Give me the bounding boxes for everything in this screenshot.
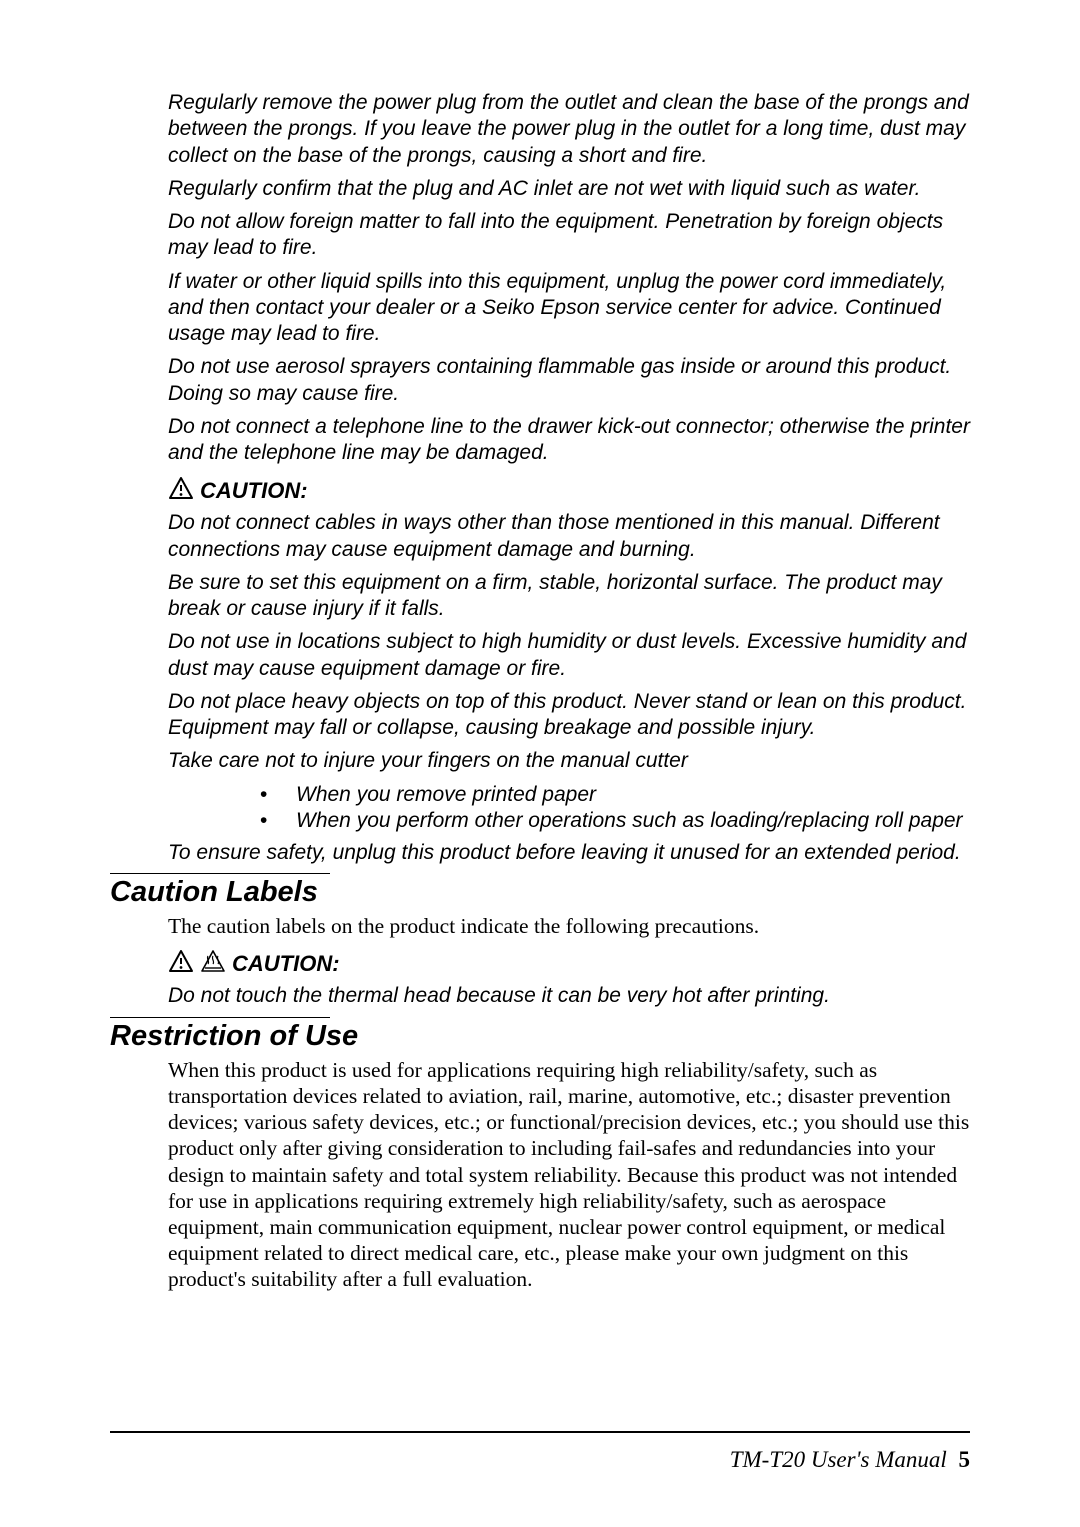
page-footer: TM-T20 User's Manual 5 <box>110 1431 970 1473</box>
heat-warning-icon <box>200 949 226 979</box>
section-heading-restriction: Restriction of Use <box>110 1020 970 1053</box>
caution-label-1: CAUTION: <box>200 478 308 504</box>
caution-labels-body: The caution labels on the product indica… <box>168 913 970 939</box>
page-content: Regularly remove the power plug from the… <box>110 90 970 1293</box>
caution-heading-1: CAUTION: <box>168 476 970 506</box>
intro-para-5: Do not use aerosol sprayers containing f… <box>168 354 970 407</box>
section-rule-1 <box>110 873 330 874</box>
caution1-after-para: To ensure safety, unplug this product be… <box>168 840 970 866</box>
caution1-para-1: Do not connect cables in ways other than… <box>168 510 970 563</box>
caution1-para-4: Do not place heavy objects on top of thi… <box>168 689 970 742</box>
caution1-para-3: Do not use in locations subject to high … <box>168 629 970 682</box>
section-heading-caution-labels: Caution Labels <box>110 876 970 909</box>
section-rule-2 <box>110 1017 330 1018</box>
footer-title: TM-T20 User's Manual <box>730 1447 947 1472</box>
caution1-para-5: Take care not to injure your fingers on … <box>168 748 970 774</box>
footer-text: TM-T20 User's Manual 5 <box>110 1447 970 1473</box>
warning-triangle-icon <box>168 476 194 506</box>
intro-para-6: Do not connect a telephone line to the d… <box>168 414 970 467</box>
caution-label-2: CAUTION: <box>232 951 340 977</box>
restriction-body: When this product is used for applicatio… <box>168 1057 970 1293</box>
intro-para-1: Regularly remove the power plug from the… <box>168 90 970 169</box>
intro-para-4: If water or other liquid spills into thi… <box>168 269 970 348</box>
caution1-para-2: Be sure to set this equipment on a firm,… <box>168 570 970 623</box>
bullet-list: When you remove printed paper When you p… <box>260 782 970 835</box>
intro-para-2: Regularly confirm that the plug and AC i… <box>168 176 970 202</box>
page-number: 5 <box>959 1447 971 1472</box>
caution-heading-2: CAUTION: <box>168 949 970 979</box>
caution2-text: Do not touch the thermal head because it… <box>168 983 970 1009</box>
intro-para-3: Do not allow foreign matter to fall into… <box>168 209 970 262</box>
bullet-item-1: When you remove printed paper <box>260 782 970 808</box>
warning-triangle-icon <box>168 949 194 979</box>
footer-rule <box>110 1431 970 1433</box>
bullet-item-2: When you perform other operations such a… <box>260 808 970 834</box>
